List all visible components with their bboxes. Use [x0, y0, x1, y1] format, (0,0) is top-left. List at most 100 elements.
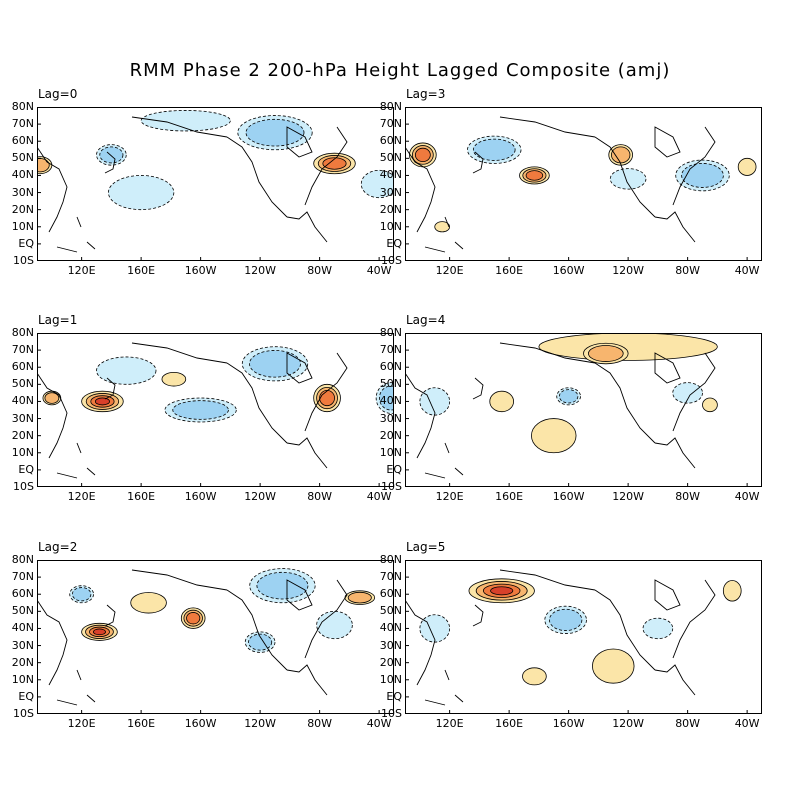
map-frame [37, 333, 394, 487]
coastline [672, 352, 716, 432]
lat-tick-label: 40N [379, 394, 402, 408]
lon-tick-label: 40W [366, 264, 392, 277]
lon-tick-label: 160E [127, 717, 156, 730]
coastline [499, 569, 596, 591]
coastline [672, 126, 716, 206]
lon-tick-label: 120W [244, 717, 277, 730]
lat-tick-label: 10S [13, 707, 34, 720]
lat-tick-label: 10S [381, 480, 402, 493]
positive-anomaly [94, 397, 110, 406]
lat-tick-label: 50N [11, 377, 34, 391]
coastline [472, 377, 484, 400]
map-frame [37, 560, 394, 714]
lon-tick-label: 120W [612, 717, 645, 730]
lat-tick-label: 30N [379, 411, 402, 425]
lon-tick-label: 160W [552, 264, 585, 277]
negative-anomaly [379, 385, 394, 411]
lat-tick-label: 10S [13, 480, 34, 493]
lat-tick-label: 50N [11, 604, 34, 618]
negative-anomaly [419, 614, 451, 643]
lon-tick-label: 40W [734, 490, 760, 503]
negative-anomaly [558, 389, 579, 404]
lon-tick-label: 160E [495, 490, 524, 503]
lat-tick-label: 50N [379, 604, 402, 618]
lon-tick-label: 160E [127, 490, 156, 503]
coastline [472, 151, 484, 174]
negative-anomaly [549, 608, 583, 631]
anomaly-map [37, 333, 394, 487]
positive-anomaly [702, 397, 718, 413]
lat-tick-label: 60N [379, 134, 402, 148]
figure-title: RMM Phase 2 200-hPa Height Lagged Compos… [129, 60, 671, 81]
positive-anomaly [186, 612, 201, 625]
lat-tick-label: 60N [379, 360, 402, 374]
lat-tick-label: 80N [379, 326, 402, 339]
positive-anomaly [592, 648, 635, 684]
lat-tick-label: 40N [11, 621, 34, 635]
lon-tick-label: 120E [435, 264, 464, 277]
coastline [304, 126, 348, 206]
coastline [499, 342, 596, 364]
lat-tick-label: 30N [379, 185, 402, 199]
negative-anomaly [249, 350, 301, 378]
anomaly-map [405, 107, 762, 261]
coastline [424, 669, 464, 706]
negative-anomaly [108, 175, 175, 211]
coastline [226, 589, 288, 671]
lon-tick-label: 40W [366, 717, 392, 730]
positive-anomaly [588, 345, 624, 362]
lat-tick-label: 10N [379, 219, 402, 233]
lat-tick-label: 10N [11, 445, 34, 459]
coastline [654, 352, 681, 384]
lat-tick-label: 80N [11, 100, 34, 113]
coastline [594, 136, 656, 218]
lat-tick-label: EQ [386, 462, 402, 476]
coastline [594, 362, 656, 444]
lat-tick-label: 70N [11, 117, 34, 131]
lon-tick-label: 120W [244, 490, 277, 503]
positive-anomaly [161, 371, 187, 387]
lon-tick-label: 80W [307, 264, 333, 277]
map-frame [405, 333, 762, 487]
lon-tick-label: 40W [734, 264, 760, 277]
coastline [56, 216, 96, 253]
lat-tick-label: 70N [11, 343, 34, 357]
lon-tick-label: 40W [366, 490, 392, 503]
lat-tick-label: 20N [379, 428, 402, 442]
lat-tick-label: 10S [381, 707, 402, 720]
lat-tick-label: 70N [379, 570, 402, 584]
lon-tick-label: 160E [495, 264, 524, 277]
lag-label: Lag=5 [406, 540, 446, 554]
lat-tick-label: 20N [11, 428, 34, 442]
lon-tick-label: 160E [495, 717, 524, 730]
positive-anomaly [322, 157, 347, 170]
coastline [594, 589, 656, 671]
lat-tick-label: 80N [379, 100, 402, 113]
lat-tick-label: EQ [386, 689, 402, 703]
negative-anomaly [419, 387, 451, 416]
lat-tick-label: 20N [379, 655, 402, 669]
coastline [131, 116, 228, 138]
positive-anomaly [93, 628, 106, 636]
negative-anomaly [71, 587, 92, 602]
coastline [131, 569, 228, 591]
coastline [131, 342, 228, 364]
coastline [405, 599, 436, 686]
coastline [654, 211, 696, 243]
negative-anomaly [172, 400, 229, 420]
lat-tick-label: 40N [379, 621, 402, 635]
lon-tick-label: 80W [675, 717, 701, 730]
positive-anomaly [522, 667, 547, 686]
lon-tick-label: 120E [435, 490, 464, 503]
positive-anomaly [737, 157, 757, 176]
lat-tick-label: 70N [379, 343, 402, 357]
anomaly-map [37, 107, 394, 261]
lag-label: Lag=4 [406, 313, 446, 327]
lat-tick-label: 80N [379, 553, 402, 566]
negative-anomaly [672, 382, 703, 404]
coastline [654, 437, 696, 469]
positive-anomaly [347, 591, 372, 604]
lon-tick-label: 160W [552, 717, 585, 730]
lat-tick-label: 10S [381, 254, 402, 267]
lat-tick-label: 30N [11, 411, 34, 425]
